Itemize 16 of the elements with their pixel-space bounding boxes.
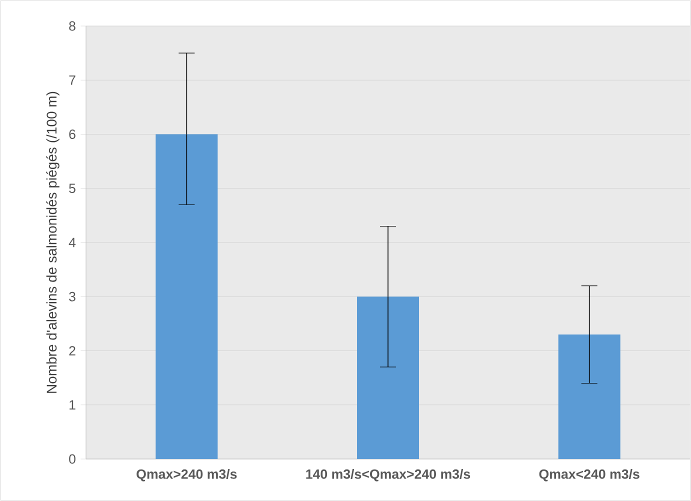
y-tick-label: 1 [70, 400, 76, 410]
x-tick-label: Qmax<240 m3/s [539, 469, 640, 482]
bar [156, 134, 218, 459]
x-tick-label: 140 m3/s<Qmax>240 m3/s [306, 469, 470, 482]
y-tick-label: 3 [69, 292, 76, 302]
y-tick-label: 8 [69, 21, 76, 31]
bar [558, 334, 620, 459]
x-tick-label: Qmax>240 m3/s [136, 469, 237, 482]
bar [357, 296, 420, 459]
y-tick-label: 7 [69, 76, 76, 85]
y-tick-label: 2 [69, 346, 76, 356]
y-tick-label: 5 [69, 184, 76, 194]
y-tick-label: 4 [68, 238, 76, 248]
y-axis-title: Nombre d'alevins de salmonidés piégés (/100 m) [46, 92, 60, 393]
y-tick-label: 6 [69, 130, 76, 139]
y-tick-label: 0 [69, 454, 76, 464]
